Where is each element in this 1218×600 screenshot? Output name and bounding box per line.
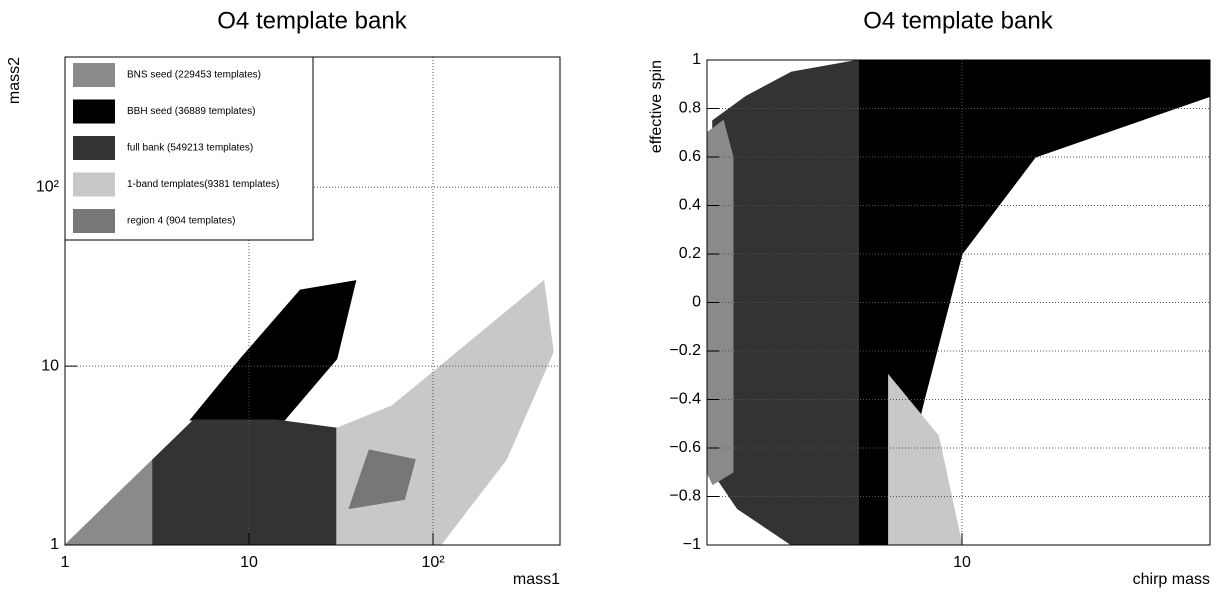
y-tick-label: 10²	[36, 178, 60, 195]
plot-frame	[706, 59, 1211, 546]
y-tick-label: 10	[41, 357, 59, 374]
legend-swatch	[73, 63, 115, 87]
y-axis-label: mass2	[6, 57, 23, 104]
legend-label: full bank (549213 templates)	[127, 143, 253, 154]
x-tick-label: 10²	[421, 554, 445, 571]
y-tick-label: 1	[692, 51, 701, 68]
chart-title: O4 template bank	[863, 7, 1053, 34]
point-cloud	[152, 419, 338, 546]
x-tick-label: 1	[61, 554, 70, 571]
legend-label: region 4 (904 templates)	[127, 216, 235, 227]
y-tick-label: −1	[683, 536, 701, 553]
legend-swatch	[73, 172, 115, 197]
x-tick-label: 10	[240, 554, 258, 571]
y-tick-label: −0.6	[669, 439, 701, 456]
y-tick-label: 0.4	[679, 197, 701, 214]
x-axis-label: mass1	[513, 571, 560, 588]
x-axis-label: chirp mass	[1133, 571, 1210, 588]
legend-label: BNS seed (229453 templates)	[127, 70, 261, 81]
point-cloud	[888, 373, 963, 546]
y-tick-label: −0.4	[669, 391, 701, 408]
x-tick-label: 10	[953, 554, 971, 571]
point-cloud	[189, 280, 357, 421]
point-cloud	[63, 458, 154, 546]
legend-swatch	[73, 136, 115, 160]
y-tick-label: 0	[692, 294, 701, 311]
y-tick-label: 0.6	[679, 148, 701, 165]
y-tick-label: −0.2	[669, 342, 701, 359]
legend-label: BBH seed (36889 templates)	[127, 106, 255, 117]
y-axis-label: effective spin	[648, 60, 665, 153]
y-tick-label: 0.8	[679, 100, 701, 117]
legend-swatch	[73, 209, 115, 233]
legend: BNS seed (229453 templates) BBH seed (368…	[64, 56, 314, 241]
y-tick-label: 0.2	[679, 245, 701, 262]
legend-label: 1-band templates(9381 templates)	[127, 179, 279, 190]
point-cloud	[348, 449, 416, 510]
y-tick-label: 1	[50, 536, 59, 553]
legend-swatch	[73, 99, 115, 124]
y-tick-label: −0.8	[669, 488, 701, 505]
chart-title: O4 template bank	[217, 7, 407, 34]
